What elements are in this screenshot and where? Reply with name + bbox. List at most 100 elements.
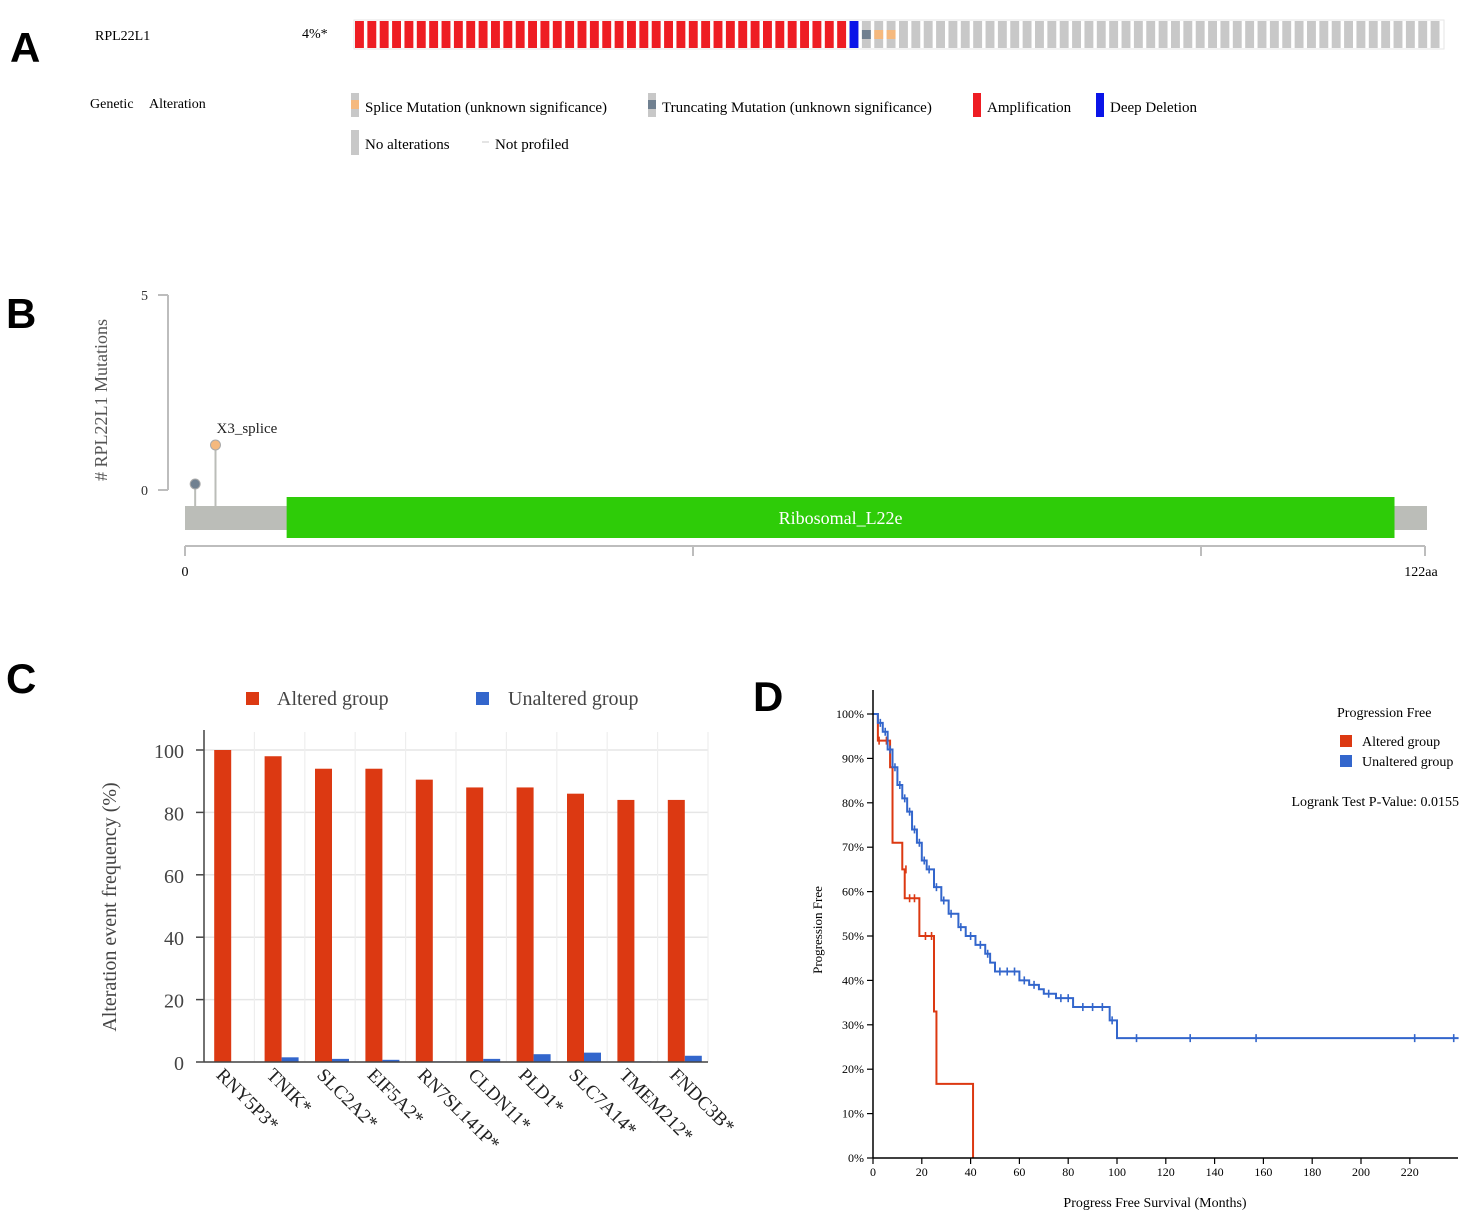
oncoprint-sample-no-alteration[interactable] [1022, 21, 1032, 48]
oncoprint-sample-amplification[interactable] [627, 21, 636, 48]
oncoprint-sample-amplification[interactable] [453, 21, 463, 48]
km-curve-unaltered[interactable] [873, 713, 1459, 1040]
oncoprint-sample-amplification[interactable] [515, 21, 525, 48]
oncoprint-sample-amplification[interactable] [441, 21, 451, 48]
oncoprint-sample-amplification[interactable] [750, 21, 760, 48]
bar-altered[interactable] [567, 793, 584, 1062]
bar-altered[interactable] [214, 750, 232, 1062]
oncoprint-sample-amplification[interactable] [787, 21, 797, 48]
oncoprint-sample-amplification[interactable] [478, 21, 488, 48]
oncoprint-sample-no-alteration[interactable] [1418, 21, 1428, 48]
bar-altered[interactable] [617, 799, 635, 1062]
oncoprint-sample-no-alteration[interactable] [1245, 21, 1255, 48]
oncoprint-sample-splice[interactable] [874, 30, 884, 39]
oncoprint-sample-no-alteration[interactable] [997, 21, 1007, 48]
oncoprint-sample-amplification[interactable] [540, 21, 550, 48]
bar-unaltered[interactable] [483, 1058, 501, 1062]
oncoprint-sample-no-alteration[interactable] [1109, 21, 1119, 48]
oncoprint-sample-amplification[interactable] [355, 21, 364, 48]
oncoprint-sample-no-alteration[interactable] [1096, 21, 1106, 48]
oncoprint-sample-no-alteration[interactable] [899, 21, 908, 48]
protein-domain[interactable] [286, 497, 1395, 538]
km-curve-altered[interactable] [873, 713, 975, 1158]
oncoprint-sample-amplification[interactable] [812, 21, 822, 48]
oncoprint-sample-no-alteration[interactable] [1208, 21, 1217, 48]
oncoprint-sample-amplification[interactable] [392, 21, 401, 48]
oncoprint-sample-no-alteration[interactable] [1294, 21, 1304, 48]
oncoprint-sample-no-alteration[interactable] [1084, 21, 1094, 48]
oncoprint-sample-amplification[interactable] [651, 21, 661, 48]
bar-unaltered[interactable] [382, 1059, 400, 1062]
oncoprint-sample-no-alteration[interactable] [1368, 21, 1378, 48]
oncoprint-sample-no-alteration[interactable] [1010, 21, 1020, 48]
bar-altered[interactable] [415, 779, 433, 1062]
oncoprint-sample-amplification[interactable] [577, 21, 587, 48]
oncoprint-sample-no-alteration[interactable] [1047, 21, 1057, 48]
oncoprint-sample-no-alteration[interactable] [1146, 21, 1156, 48]
bar-altered[interactable] [516, 787, 534, 1062]
oncoprint-sample-no-alteration[interactable] [1035, 21, 1044, 48]
oncoprint-sample-no-alteration[interactable] [936, 21, 945, 48]
oncoprint-sample-no-alteration[interactable] [1269, 21, 1279, 48]
oncoprint-sample-amplification[interactable] [565, 21, 575, 48]
oncoprint-sample-amplification[interactable] [404, 21, 414, 48]
oncoprint-sample-no-alteration[interactable] [1331, 21, 1341, 48]
oncoprint-sample-no-alteration[interactable] [985, 21, 995, 48]
oncoprint-sample-amplification[interactable] [416, 21, 426, 48]
oncoprint-sample-amplification[interactable] [763, 21, 772, 48]
oncoprint-sample-no-alteration[interactable] [911, 21, 921, 48]
oncoprint-sample-no-alteration[interactable] [1121, 21, 1131, 48]
oncoprint-sample-amplification[interactable] [614, 21, 624, 48]
oncoprint-sample-amplification[interactable] [676, 21, 686, 48]
oncoprint-sample-amplification[interactable] [701, 21, 711, 48]
bar-unaltered[interactable] [281, 1057, 299, 1062]
oncoprint-sample-truncating[interactable] [861, 30, 871, 39]
oncoprint-sample-amplification[interactable] [367, 21, 377, 48]
oncoprint-sample-amplification[interactable] [725, 21, 735, 48]
oncoprint-sample-no-alteration[interactable] [948, 21, 958, 48]
oncoprint-sample-amplification[interactable] [602, 21, 612, 48]
oncoprint-sample-no-alteration[interactable] [1282, 21, 1292, 48]
oncoprint-sample-no-alteration[interactable] [1059, 21, 1069, 48]
oncoprint-sample-amplification[interactable] [429, 21, 439, 48]
oncoprint-sample-no-alteration[interactable] [960, 21, 970, 48]
oncoprint-sample-amplification[interactable] [491, 21, 500, 48]
oncoprint-sample-no-alteration[interactable] [923, 21, 933, 48]
oncoprint-sample-no-alteration[interactable] [1257, 21, 1267, 48]
oncoprint-sample-no-alteration[interactable] [1393, 21, 1403, 48]
oncoprint-sample-no-alteration[interactable] [1171, 21, 1180, 48]
oncoprint-sample-no-alteration[interactable] [1319, 21, 1329, 48]
bar-altered[interactable] [365, 768, 383, 1062]
bar-unaltered[interactable] [332, 1058, 349, 1062]
oncoprint-sample-amplification[interactable] [503, 21, 513, 48]
oncoprint-sample-no-alteration[interactable] [1232, 21, 1242, 48]
oncoprint-sample-no-alteration[interactable] [1381, 21, 1391, 48]
lollipop-head-truncating[interactable] [189, 478, 201, 490]
oncoprint-sample-splice[interactable] [886, 30, 896, 39]
oncoprint-sample-amplification[interactable] [713, 21, 723, 48]
oncoprint-sample-deep-deletion[interactable] [849, 21, 859, 48]
bar-unaltered[interactable] [533, 1054, 551, 1062]
oncoprint-sample-amplification[interactable] [664, 21, 673, 48]
oncoprint-sample-no-alteration[interactable] [1072, 21, 1081, 48]
oncoprint-sample-no-alteration[interactable] [1344, 21, 1353, 48]
oncoprint-sample-amplification[interactable] [775, 21, 785, 48]
bar-altered[interactable] [667, 799, 685, 1062]
oncoprint-sample-no-alteration[interactable] [973, 21, 983, 48]
oncoprint-sample-no-alteration[interactable] [1430, 21, 1440, 48]
oncoprint-sample-amplification[interactable] [639, 21, 649, 48]
oncoprint-sample-no-alteration[interactable] [1307, 21, 1316, 48]
oncoprint-sample-no-alteration[interactable] [1158, 21, 1168, 48]
oncoprint-sample-amplification[interactable] [738, 21, 748, 48]
bar-unaltered[interactable] [684, 1055, 702, 1062]
bar-unaltered[interactable] [584, 1052, 601, 1062]
lollipop-head-splice[interactable] [209, 439, 221, 451]
oncoprint-sample-amplification[interactable] [800, 21, 809, 48]
oncoprint-sample-amplification[interactable] [466, 21, 476, 48]
oncoprint-sample-no-alteration[interactable] [1195, 21, 1205, 48]
oncoprint-sample-no-alteration[interactable] [1183, 21, 1193, 48]
oncoprint-sample-no-alteration[interactable] [1133, 21, 1143, 48]
oncoprint-sample-amplification[interactable] [824, 21, 834, 48]
oncoprint-sample-no-alteration[interactable] [1405, 21, 1415, 48]
bar-altered[interactable] [264, 756, 282, 1062]
